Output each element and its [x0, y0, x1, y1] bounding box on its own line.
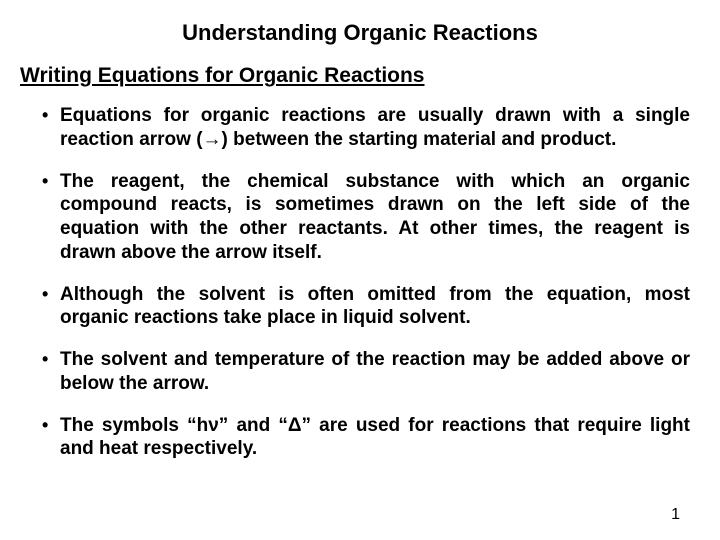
page-title: Understanding Organic Reactions — [30, 20, 690, 46]
list-item: Equations for organic reactions are usua… — [42, 104, 690, 152]
list-item: Although the solvent is often omitted fr… — [42, 283, 690, 331]
list-item: The symbols “hν” and “Δ” are used for re… — [42, 414, 690, 462]
list-item: The reagent, the chemical substance with… — [42, 170, 690, 265]
list-item: The solvent and temperature of the react… — [42, 348, 690, 396]
bullet-list: Equations for organic reactions are usua… — [30, 104, 690, 461]
slide-number: 1 — [671, 506, 680, 524]
section-subtitle: Writing Equations for Organic Reactions — [20, 64, 690, 88]
